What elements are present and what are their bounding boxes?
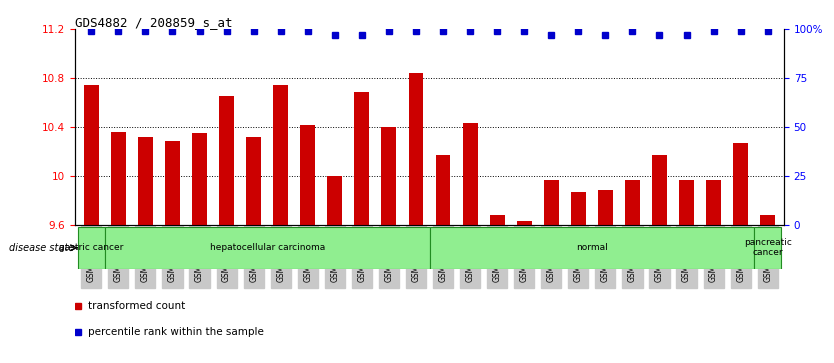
Text: gastric cancer: gastric cancer	[59, 243, 123, 252]
Bar	[761, 215, 775, 225]
Bar	[219, 97, 234, 225]
Bar	[435, 155, 450, 225]
Text: hepatocellular carcinoma: hepatocellular carcinoma	[209, 243, 324, 252]
Bar	[625, 180, 640, 225]
Text: percentile rank within the sample: percentile rank within the sample	[88, 327, 264, 337]
Text: normal: normal	[576, 243, 608, 252]
Bar	[300, 125, 315, 225]
Text: pancreatic
cancer: pancreatic cancer	[744, 238, 791, 257]
Bar	[430, 227, 754, 269]
Bar	[192, 133, 207, 225]
Bar	[111, 132, 126, 225]
Bar	[84, 85, 98, 225]
Bar	[165, 140, 180, 225]
Bar	[517, 221, 531, 225]
Bar	[105, 227, 430, 269]
Bar	[463, 123, 478, 225]
Text: disease state: disease state	[9, 243, 74, 253]
Bar	[706, 180, 721, 225]
Bar	[274, 85, 288, 225]
Bar	[733, 143, 748, 225]
Bar	[652, 155, 667, 225]
Bar	[409, 73, 424, 225]
Bar	[598, 189, 613, 225]
Bar	[381, 127, 396, 225]
Bar	[544, 180, 559, 225]
Bar	[138, 137, 153, 225]
Bar	[679, 180, 694, 225]
Bar	[78, 227, 105, 269]
Bar	[328, 176, 342, 225]
Bar	[754, 227, 781, 269]
Bar	[490, 215, 505, 225]
Text: GDS4882 / 208859_s_at: GDS4882 / 208859_s_at	[75, 16, 233, 29]
Bar	[246, 137, 261, 225]
Bar	[571, 192, 585, 225]
Text: transformed count: transformed count	[88, 301, 186, 311]
Bar	[354, 91, 369, 225]
